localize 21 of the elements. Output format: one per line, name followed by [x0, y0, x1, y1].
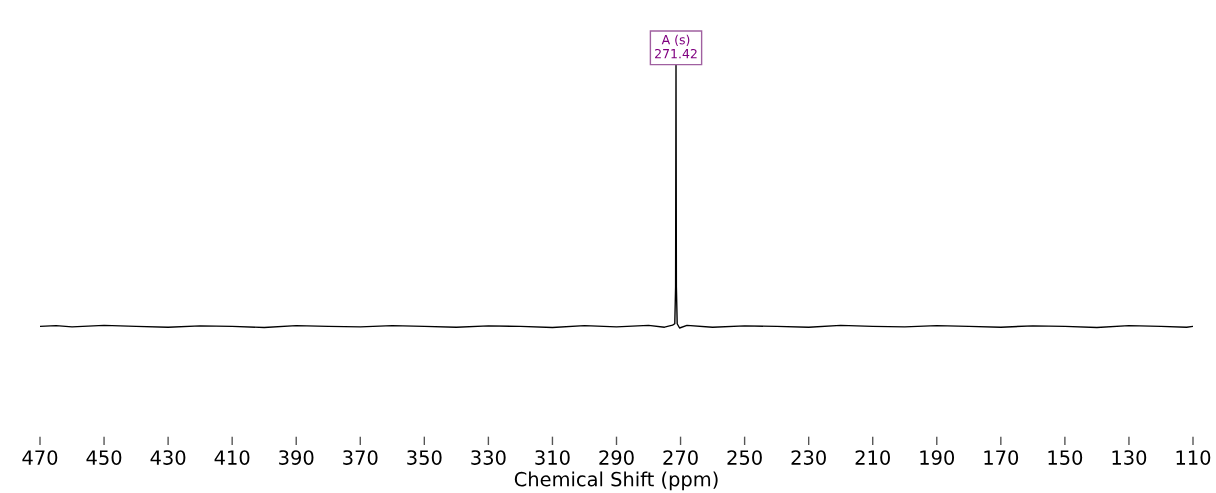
x-tick-label: 210	[855, 450, 890, 465]
x-tick-label: 290	[599, 450, 634, 465]
x-tick-label: 130	[1112, 450, 1147, 465]
x-tick-label: 430	[150, 450, 186, 465]
x-tick-label: 170	[984, 450, 1019, 465]
x-tick-label: 150	[1048, 450, 1083, 465]
x-tick-label: 310	[535, 450, 570, 465]
x-tick-label: 110	[1176, 450, 1211, 465]
x-tick-label: 270	[663, 450, 698, 465]
x-tick-label: 470	[22, 450, 58, 465]
x-tick-label: 370	[343, 450, 378, 465]
x-tick-label: 230	[791, 450, 826, 465]
x-tick-label: 250	[727, 450, 762, 465]
x-tick-label: 350	[407, 450, 442, 465]
annotation: A (s) 271.42	[655, 34, 697, 59]
x-tick-label: 330	[471, 450, 506, 465]
x-tick-label: 410	[214, 450, 250, 465]
x-axis-title: Chemical Shift (ppm)	[514, 471, 718, 491]
x-tick-label: 450	[86, 450, 122, 465]
x-tick-label: 390	[279, 450, 314, 465]
x-tick-label: 190	[920, 450, 955, 465]
